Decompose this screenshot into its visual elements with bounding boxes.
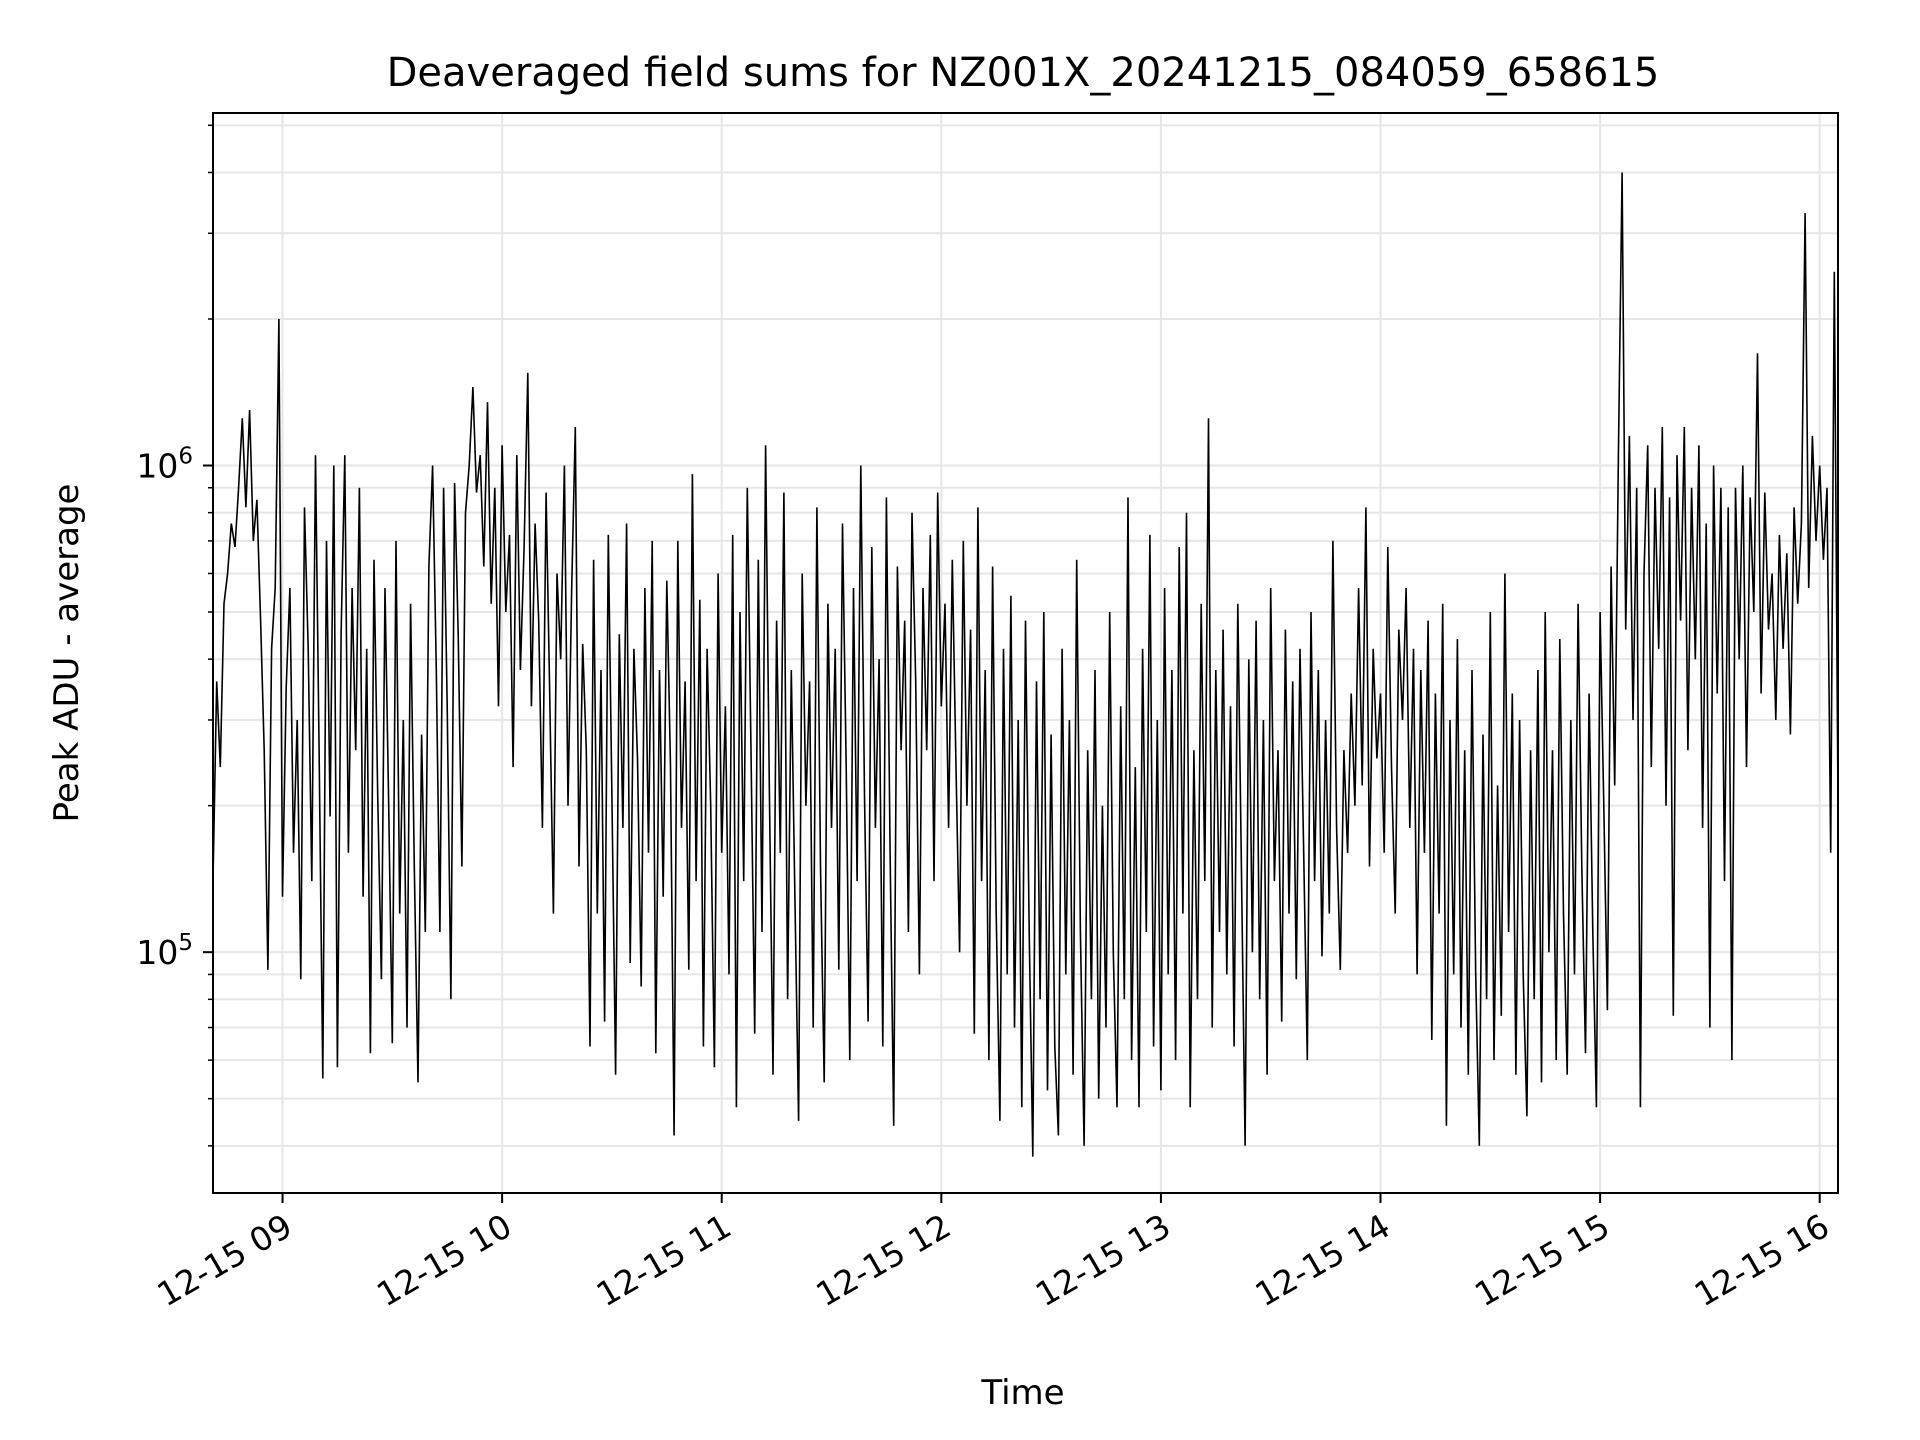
plot-area [212, 112, 1839, 1194]
grid-layer [213, 113, 1838, 1193]
y-axis-label: Peak ADU - average [47, 484, 87, 823]
series-layer [212, 172, 1839, 1157]
chart-title: Deaveraged field sums for NZ001X_2024121… [387, 50, 1660, 96]
x-axis-label: Time [980, 1373, 1064, 1413]
y-tick-label: 105 [136, 930, 193, 972]
plot-frame [212, 112, 1839, 1194]
series-line [212, 172, 1839, 1157]
y-tick-label: 106 [136, 443, 193, 485]
